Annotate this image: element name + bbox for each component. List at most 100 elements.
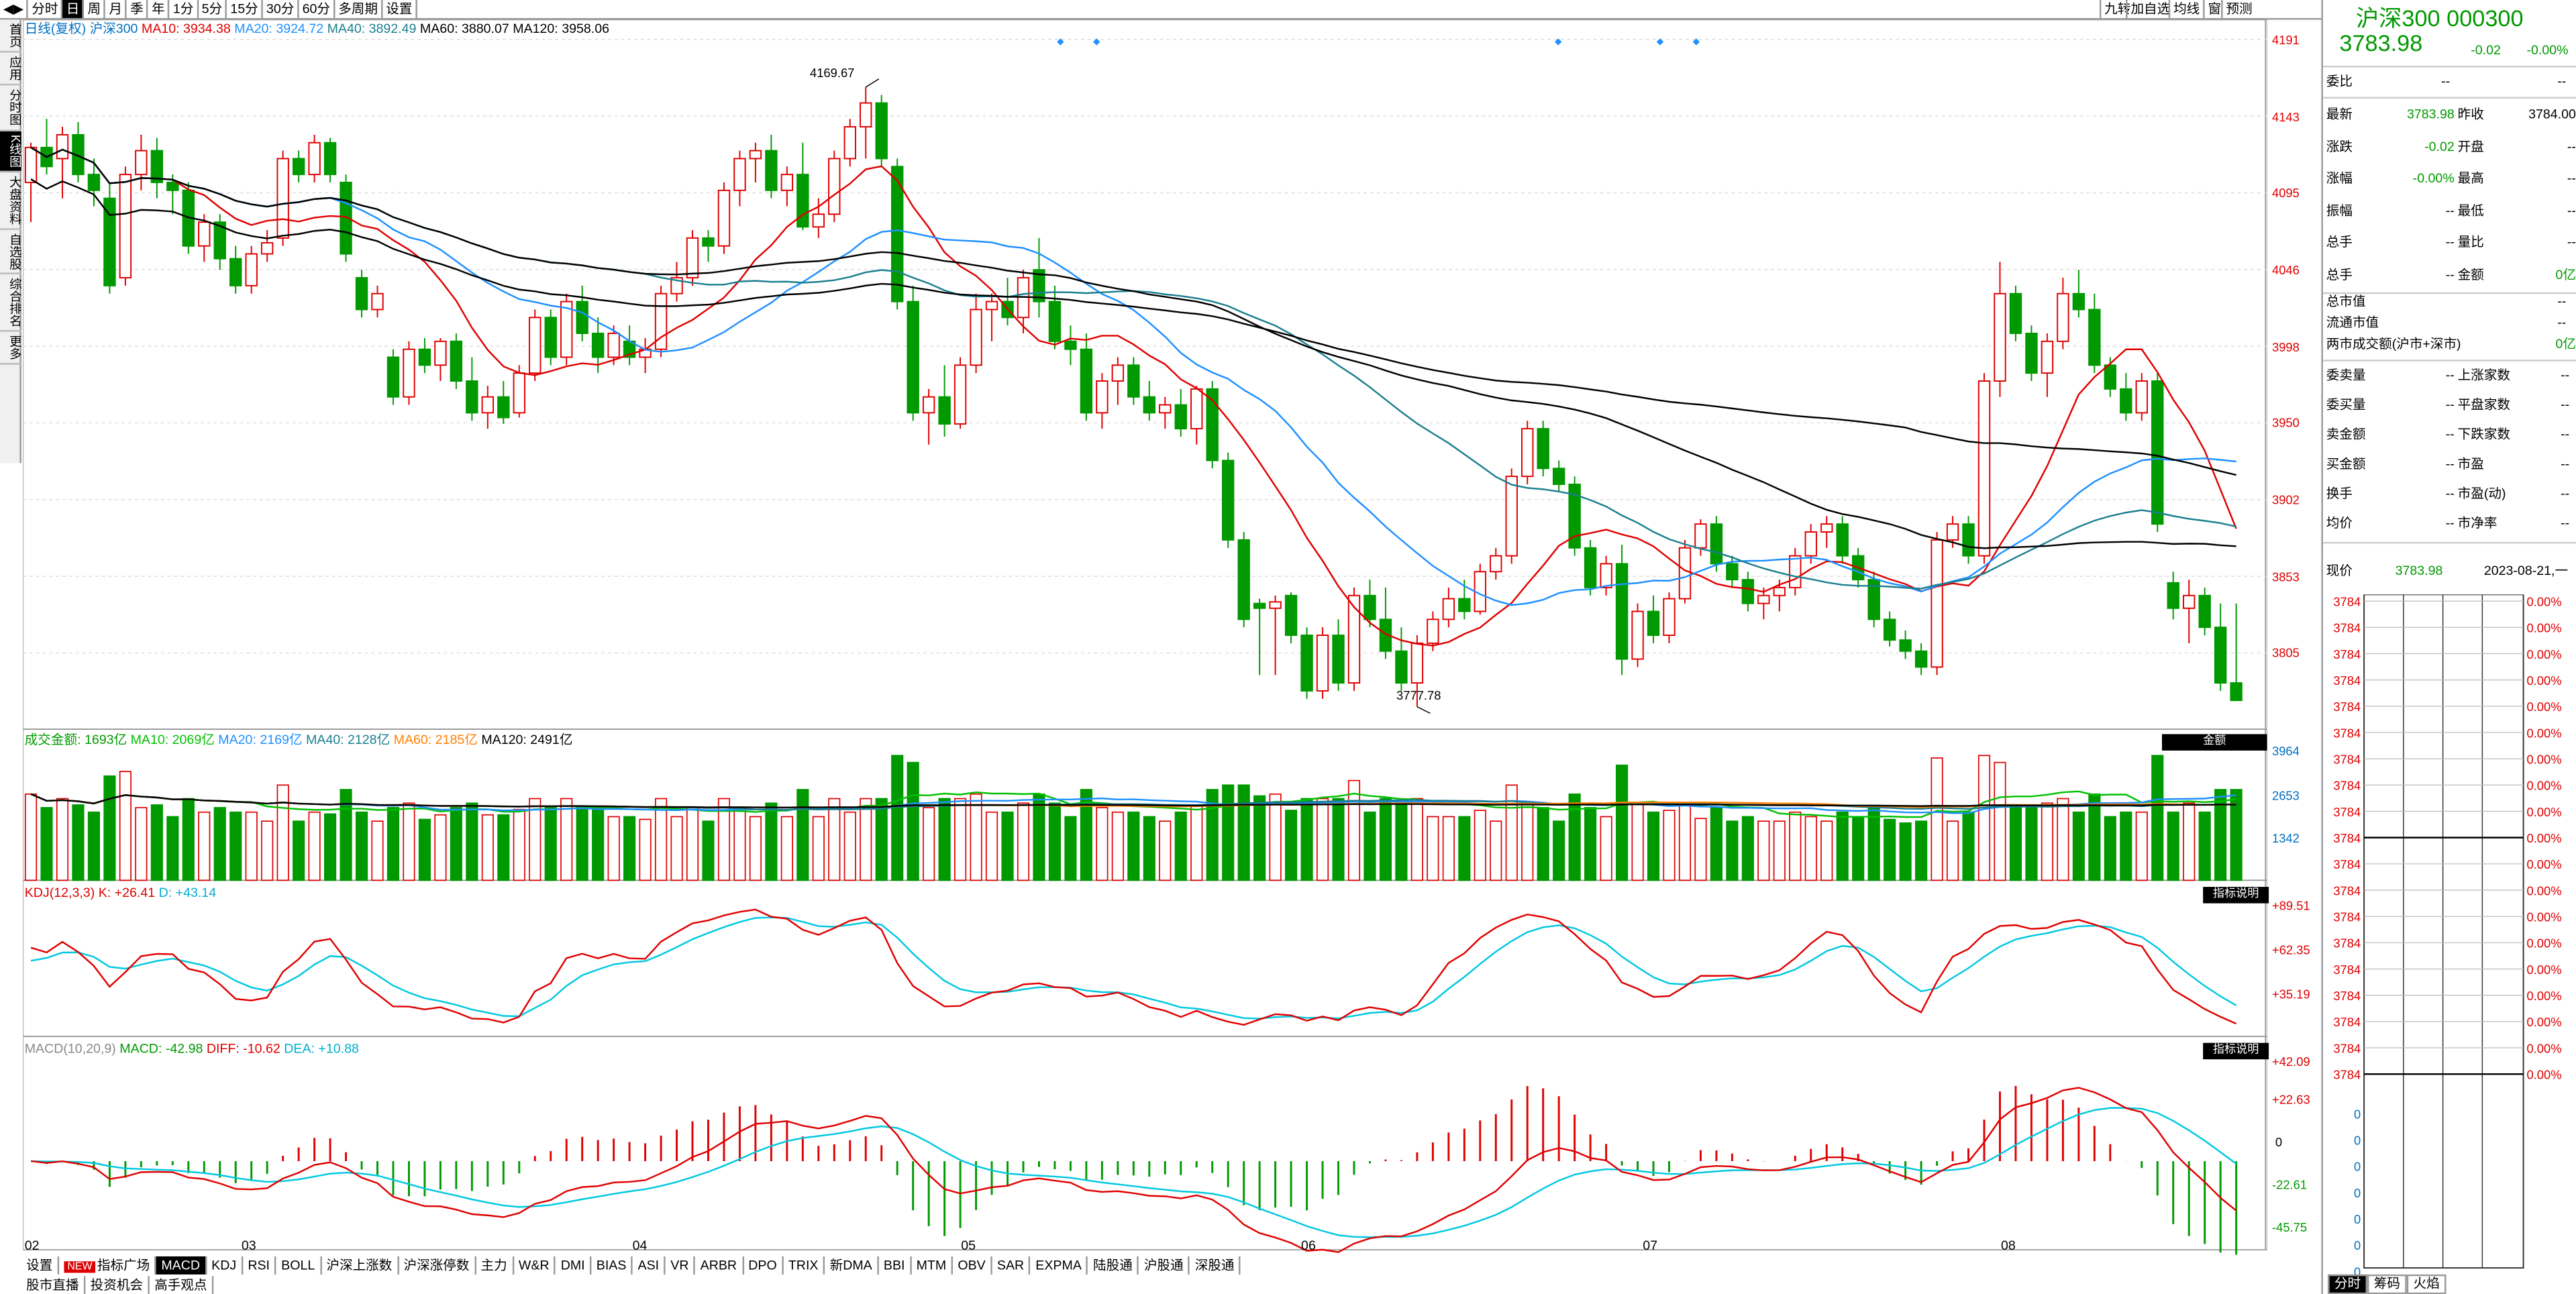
tab-timeshare[interactable]: 分时 bbox=[2328, 1274, 2368, 1294]
indicator-tab[interactable]: 沪深上涨数 bbox=[321, 1256, 399, 1275]
volume-bar bbox=[1915, 820, 1928, 881]
period-toolbar: ◀▶ 分时 日 周 月 季 年 1分 5分 15分 30分 60分 多周期 设置… bbox=[0, 0, 2322, 20]
kdj-help-button[interactable]: 指标说明 bbox=[2203, 887, 2269, 904]
indicator-tab[interactable]: 沪股通 bbox=[1139, 1256, 1190, 1275]
volume-tick: 2653 bbox=[2271, 788, 2300, 804]
vol-ma120: MA120: 2491亿 bbox=[481, 732, 573, 747]
quote-row: 总手 -- 金额 0亿 bbox=[2326, 260, 2576, 288]
indicator-tab[interactable]: RSI bbox=[243, 1256, 276, 1275]
nav-more[interactable]: 更多 bbox=[0, 332, 23, 365]
indicator-tab[interactable]: ASI bbox=[633, 1256, 666, 1275]
candle-body bbox=[970, 309, 982, 366]
indicator-tab[interactable]: 设置 bbox=[21, 1256, 60, 1275]
tab-year[interactable]: 年 bbox=[148, 0, 170, 18]
month-label: 07 bbox=[1643, 1238, 1658, 1254]
candle-body bbox=[1600, 563, 1612, 588]
count-cell: -- bbox=[2561, 456, 2570, 472]
window-button[interactable]: 窗 bbox=[2203, 0, 2224, 18]
candle-body bbox=[1174, 404, 1187, 430]
indicator-tab[interactable]: 沪深涨停数 bbox=[399, 1256, 476, 1275]
nav-kline[interactable]: K线图 bbox=[0, 130, 23, 172]
tab-15min[interactable]: 15分 bbox=[227, 0, 264, 18]
count-cell: -- bbox=[2445, 456, 2455, 472]
tab-1min[interactable]: 1分 bbox=[170, 0, 199, 18]
candle-body bbox=[1221, 460, 1235, 541]
indicator-tab[interactable]: TRIX bbox=[783, 1256, 825, 1275]
tab-multi-period[interactable]: 多周期 bbox=[335, 0, 383, 18]
tab-week[interactable]: 周 bbox=[85, 0, 106, 18]
indicator-tab[interactable]: SAR bbox=[992, 1256, 1031, 1275]
expert-link[interactable]: 高手观点 bbox=[150, 1276, 214, 1294]
volume-bar bbox=[749, 816, 762, 881]
candle-body bbox=[450, 340, 463, 382]
indicator-tab[interactable]: ARBR bbox=[695, 1256, 743, 1275]
volume-bar bbox=[1048, 802, 1062, 881]
volume-bar bbox=[2230, 789, 2243, 881]
pane-border bbox=[23, 879, 2267, 1037]
volume-bar bbox=[1174, 811, 1187, 881]
indicator-tab[interactable]: 深股通 bbox=[1190, 1256, 1241, 1275]
tab-60min[interactable]: 60分 bbox=[299, 0, 336, 18]
tab-quarter[interactable]: 季 bbox=[127, 0, 149, 18]
volume-bar bbox=[1663, 810, 1676, 881]
tab-5min[interactable]: 5分 bbox=[199, 0, 227, 18]
volume-bar bbox=[623, 816, 636, 881]
price-tick: 3902 bbox=[2271, 492, 2300, 508]
indicator-tab[interactable]: EXPMA bbox=[1031, 1256, 1088, 1275]
tab-flame[interactable]: 火焰 bbox=[2406, 1274, 2446, 1294]
indicator-tab[interactable]: BBI bbox=[879, 1256, 912, 1275]
quote-cell: 最新 bbox=[2326, 107, 2353, 122]
nav-timeshare[interactable]: 分时图 bbox=[0, 85, 23, 131]
tab-day[interactable]: 日 bbox=[62, 0, 85, 18]
indicator-tab[interactable]: DMI bbox=[556, 1256, 592, 1275]
indicator-tab[interactable]: 主力 bbox=[476, 1256, 514, 1275]
quote-cell: 昨收 bbox=[2457, 107, 2484, 122]
month-label: 04 bbox=[632, 1238, 648, 1254]
macd-label: MACD(10,20,9) bbox=[24, 1041, 116, 1057]
indicator-tab[interactable]: 新DMA bbox=[825, 1256, 879, 1275]
nav-home[interactable]: 首页 bbox=[0, 19, 23, 53]
indicator-tab[interactable]: BIAS bbox=[591, 1256, 633, 1275]
nav-ranking[interactable]: 综合排名 bbox=[0, 274, 23, 332]
nav-apps[interactable]: 应用 bbox=[0, 52, 23, 86]
indicator-tab[interactable]: KDJ bbox=[207, 1256, 244, 1275]
tab-30min[interactable]: 30分 bbox=[263, 0, 299, 18]
indicator-tab[interactable]: OBV bbox=[953, 1256, 992, 1275]
indicator-tab[interactable]: DPO bbox=[743, 1256, 784, 1275]
add-watchlist-button[interactable]: 加自选 bbox=[2126, 0, 2173, 18]
jiuzhuan-button[interactable]: 九转 bbox=[2099, 0, 2134, 18]
low-annotation: 3777.78 bbox=[1396, 688, 1441, 703]
tab-minute[interactable]: 分时 bbox=[28, 0, 63, 18]
tab-chips[interactable]: 筹码 bbox=[2367, 1274, 2407, 1294]
candle-body bbox=[2041, 340, 2054, 374]
indicator-tab[interactable]: MTM bbox=[911, 1256, 954, 1275]
nav-watchlist[interactable]: 自选股 bbox=[0, 229, 23, 274]
ma-button[interactable]: 均线 bbox=[2168, 0, 2203, 18]
volume-bar bbox=[702, 820, 715, 881]
indicator-tab[interactable]: W&R bbox=[514, 1256, 556, 1275]
left-arrow-icon[interactable]: ◀▶ bbox=[0, 0, 29, 18]
indicator-tab[interactable]: NEW 指标广场 bbox=[59, 1256, 157, 1275]
panel-tabs: 分时 筹码 火焰 bbox=[2328, 1274, 2446, 1294]
volume-bar bbox=[1253, 795, 1266, 881]
indicator-tab[interactable]: VR bbox=[666, 1256, 696, 1275]
forecast-button[interactable]: 预测 bbox=[2221, 0, 2255, 18]
opportunity-link[interactable]: 投资机会 bbox=[85, 1276, 150, 1294]
price-tick: 3853 bbox=[2271, 570, 2300, 585]
live-link[interactable]: 股市直播 bbox=[21, 1276, 86, 1294]
indicator-tab[interactable]: BOLL bbox=[276, 1256, 322, 1275]
indicator-tab[interactable]: MACD bbox=[156, 1256, 207, 1275]
volume-bar bbox=[72, 804, 85, 881]
quote-cell: 振幅 bbox=[2326, 203, 2353, 218]
macd-help-button[interactable]: 指标说明 bbox=[2203, 1042, 2269, 1060]
indicator-tab[interactable]: 陆股通 bbox=[1088, 1256, 1139, 1275]
kline-chart[interactable] bbox=[23, 19, 2267, 1256]
candle-body bbox=[466, 380, 478, 414]
amount-dropdown[interactable]: 金额 bbox=[2161, 734, 2267, 751]
candle-body bbox=[1899, 639, 1912, 652]
quote-cell: 总手 bbox=[2326, 266, 2353, 282]
tab-month[interactable]: 月 bbox=[105, 0, 127, 18]
high-marker bbox=[865, 78, 880, 88]
nav-market-info[interactable]: 大盘资料 bbox=[0, 172, 23, 229]
tab-settings[interactable]: 设置 bbox=[382, 0, 417, 18]
